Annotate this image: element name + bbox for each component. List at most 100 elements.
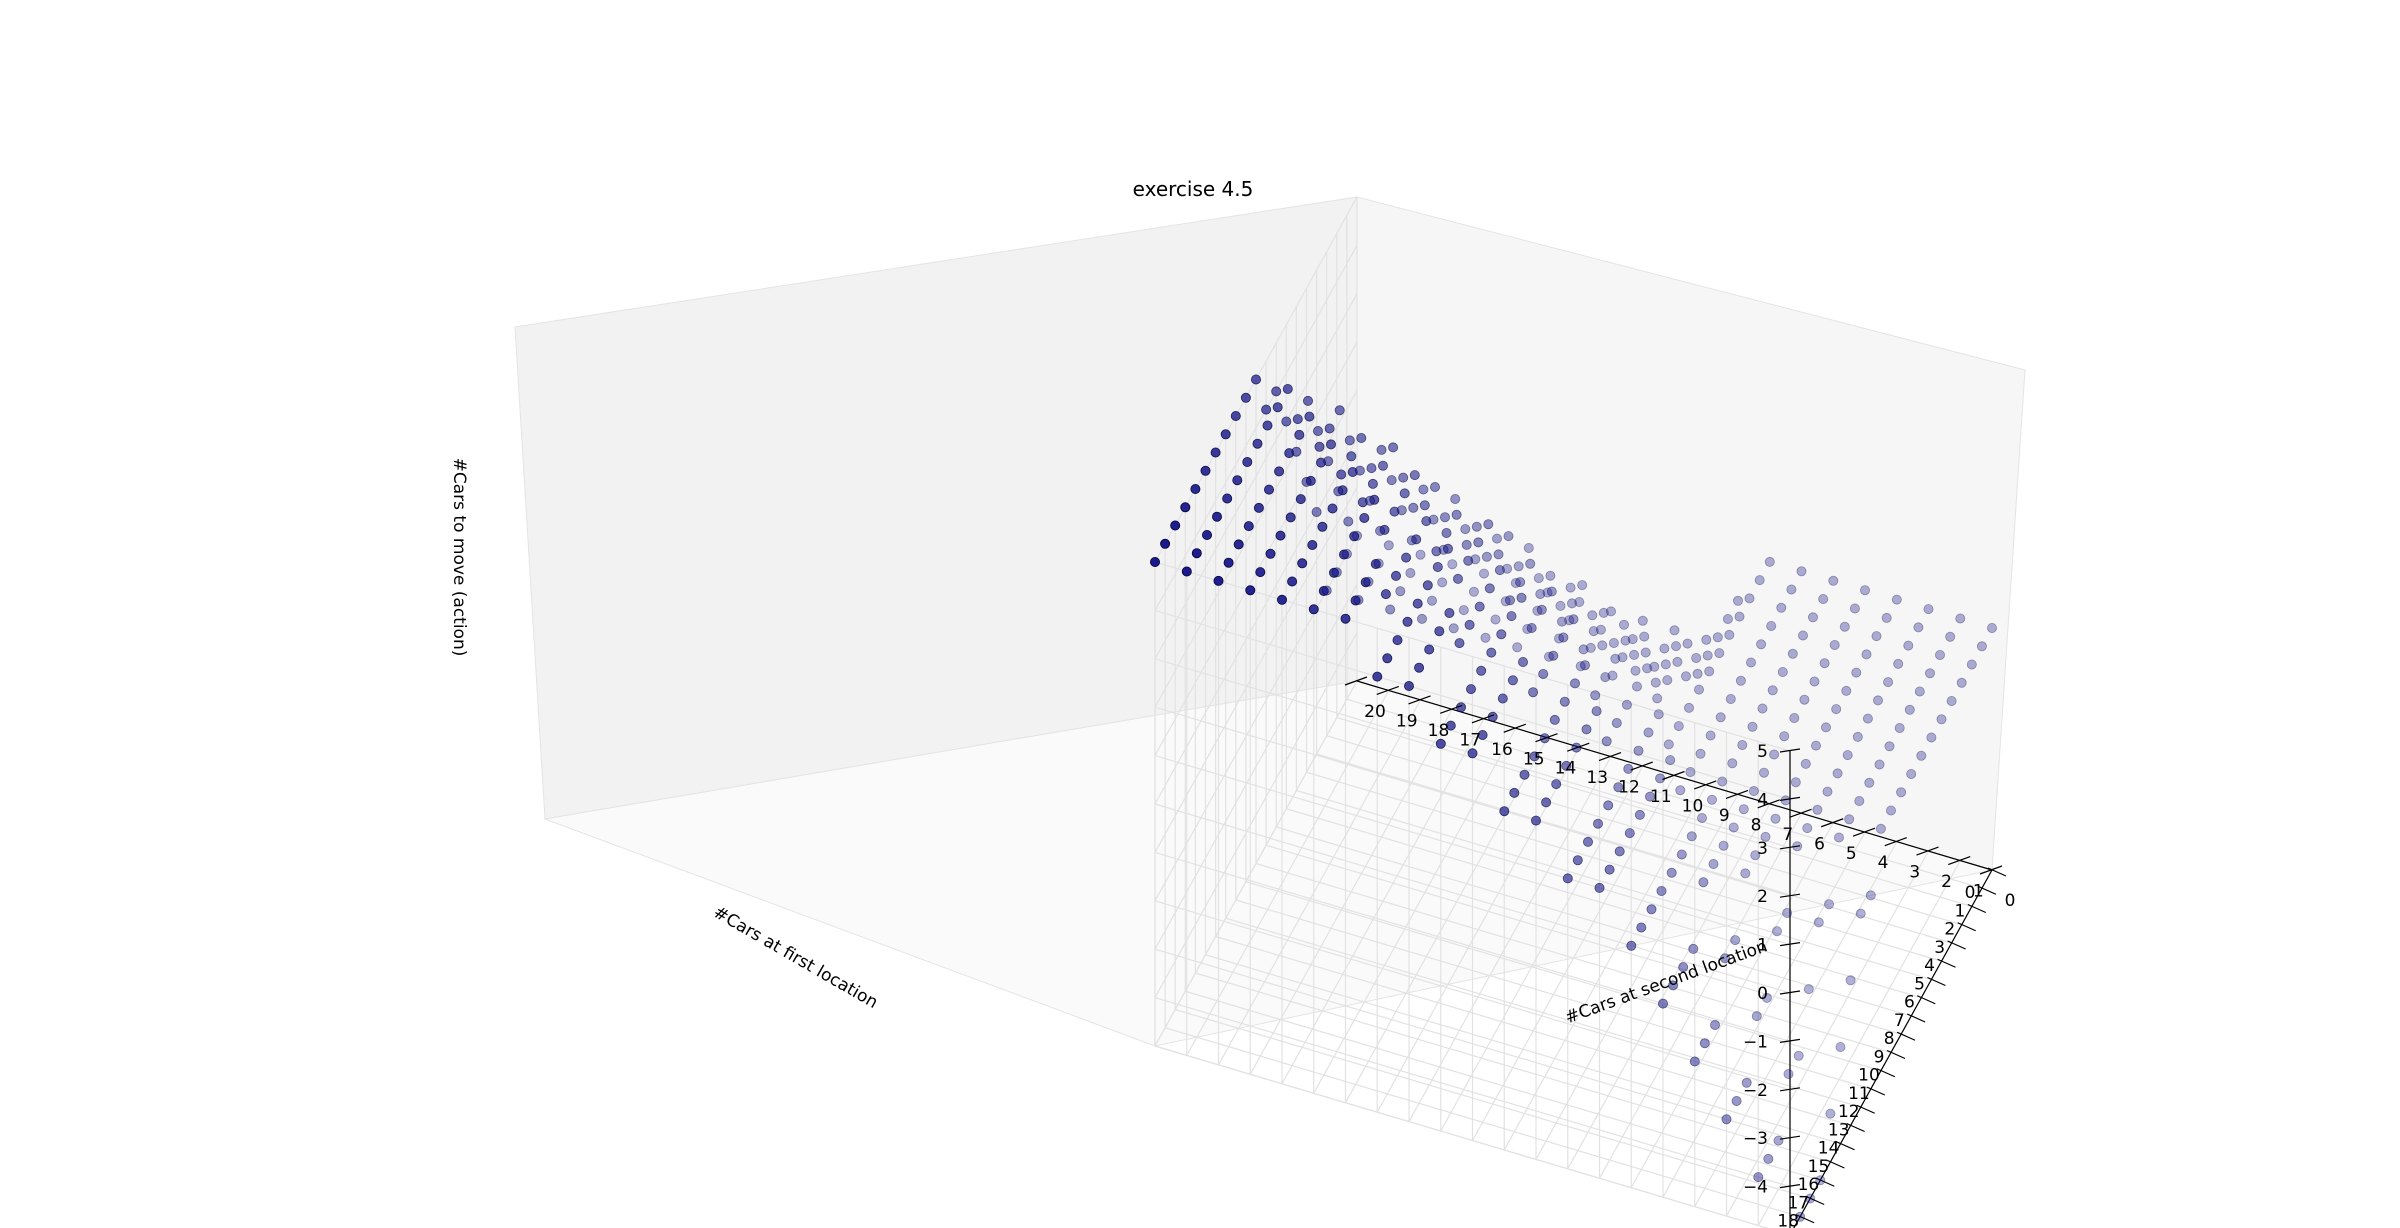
data-point bbox=[1343, 516, 1354, 527]
grid-line bbox=[1154, 487, 1358, 853]
data-point bbox=[1304, 411, 1315, 422]
data-point bbox=[1873, 695, 1884, 706]
data-point bbox=[1698, 877, 1709, 888]
data-point bbox=[1600, 672, 1611, 683]
x-tick bbox=[1886, 1049, 1906, 1060]
data-point bbox=[1444, 608, 1455, 619]
data-point bbox=[1671, 641, 1682, 652]
data-point bbox=[1385, 604, 1396, 615]
y-tick bbox=[1471, 714, 1495, 724]
data-point bbox=[1404, 681, 1415, 692]
data-point bbox=[1678, 962, 1689, 973]
data-point bbox=[1386, 475, 1397, 486]
data-point bbox=[1408, 502, 1419, 513]
data-point bbox=[1744, 593, 1755, 604]
data-point bbox=[1544, 651, 1555, 662]
data-point bbox=[1624, 828, 1635, 839]
data-point bbox=[1360, 577, 1371, 588]
z-tick-label: 2 bbox=[1757, 887, 1768, 907]
data-point bbox=[1769, 749, 1780, 760]
data-point bbox=[1532, 605, 1543, 616]
data-point bbox=[1763, 1153, 1774, 1164]
data-point bbox=[1365, 495, 1376, 506]
data-point bbox=[1839, 621, 1850, 632]
data-point bbox=[1607, 670, 1618, 681]
data-point bbox=[1243, 521, 1254, 532]
data-point bbox=[1346, 451, 1357, 462]
grid-line bbox=[1154, 803, 1791, 994]
data-point bbox=[1748, 786, 1759, 797]
data-point bbox=[1559, 696, 1570, 707]
data-point bbox=[1382, 653, 1393, 664]
data-point bbox=[1597, 640, 1608, 651]
data-point bbox=[1619, 619, 1630, 630]
axes-panes bbox=[514, 196, 2026, 1047]
y-tick bbox=[1757, 799, 1780, 809]
data-point bbox=[1956, 677, 1967, 688]
data-point bbox=[1652, 693, 1663, 704]
data-point bbox=[1871, 631, 1882, 642]
data-point bbox=[1633, 745, 1644, 756]
grid-line bbox=[1344, 737, 1549, 1103]
data-point bbox=[1366, 463, 1377, 474]
data-point bbox=[1610, 653, 1621, 664]
data-point bbox=[1740, 868, 1751, 879]
grid-line bbox=[1725, 850, 1930, 1217]
z-tick-label: 5 bbox=[1757, 742, 1768, 762]
data-point bbox=[1541, 797, 1552, 808]
data-point bbox=[1684, 702, 1695, 713]
z-axis-label: #Cars to move (action) bbox=[449, 458, 469, 657]
data-point bbox=[1987, 623, 1998, 634]
data-point bbox=[1720, 953, 1731, 964]
grid-line bbox=[1154, 535, 1358, 902]
data-point bbox=[1800, 758, 1811, 769]
data-point bbox=[1894, 723, 1905, 734]
data-point bbox=[1776, 602, 1787, 613]
data-point bbox=[1370, 559, 1381, 570]
data-point bbox=[1464, 619, 1475, 630]
x-tick-label: 10 bbox=[1858, 1066, 1880, 1086]
data-point bbox=[1549, 714, 1560, 725]
data-point bbox=[1779, 731, 1790, 742]
data-point bbox=[1223, 557, 1234, 568]
data-point bbox=[1334, 405, 1345, 416]
x-tick bbox=[1987, 867, 2007, 877]
x-tick-label: 6 bbox=[1904, 993, 1915, 1013]
data-point bbox=[1528, 687, 1539, 698]
x-tick bbox=[1816, 1177, 1835, 1187]
data-point bbox=[1825, 1108, 1836, 1119]
data-point bbox=[1301, 476, 1312, 487]
data-point bbox=[1865, 890, 1876, 901]
z-tick bbox=[1779, 845, 1801, 850]
y-tick-label: 4 bbox=[1878, 853, 1889, 873]
data-point bbox=[1313, 425, 1324, 436]
x-tick bbox=[1967, 903, 1987, 914]
data-point bbox=[1430, 481, 1441, 492]
data-point bbox=[1324, 423, 1335, 434]
data-point bbox=[1326, 439, 1337, 450]
grid-line bbox=[1154, 438, 1358, 805]
x-tick-label: 12 bbox=[1838, 1102, 1860, 1122]
data-point bbox=[1440, 512, 1451, 523]
x-tick bbox=[1947, 940, 1966, 950]
y-tick-label: 1 bbox=[1973, 882, 1984, 902]
data-point bbox=[1349, 531, 1360, 542]
data-point bbox=[1691, 653, 1702, 664]
x-tick bbox=[1805, 1195, 1825, 1206]
data-point bbox=[1518, 657, 1529, 668]
data-point bbox=[1210, 447, 1221, 458]
y-tick bbox=[1598, 752, 1622, 762]
data-point bbox=[1253, 502, 1264, 513]
data-point bbox=[1583, 836, 1594, 847]
data-point bbox=[1790, 777, 1801, 788]
data-point bbox=[1181, 566, 1192, 577]
data-point bbox=[1575, 661, 1586, 672]
data-point bbox=[1673, 721, 1684, 732]
data-point bbox=[1715, 712, 1726, 723]
z-tick-label: 3 bbox=[1757, 839, 1768, 859]
data-point bbox=[1884, 741, 1895, 752]
data-point bbox=[1401, 552, 1412, 563]
data-point bbox=[1728, 822, 1739, 833]
data-point bbox=[1409, 470, 1420, 481]
